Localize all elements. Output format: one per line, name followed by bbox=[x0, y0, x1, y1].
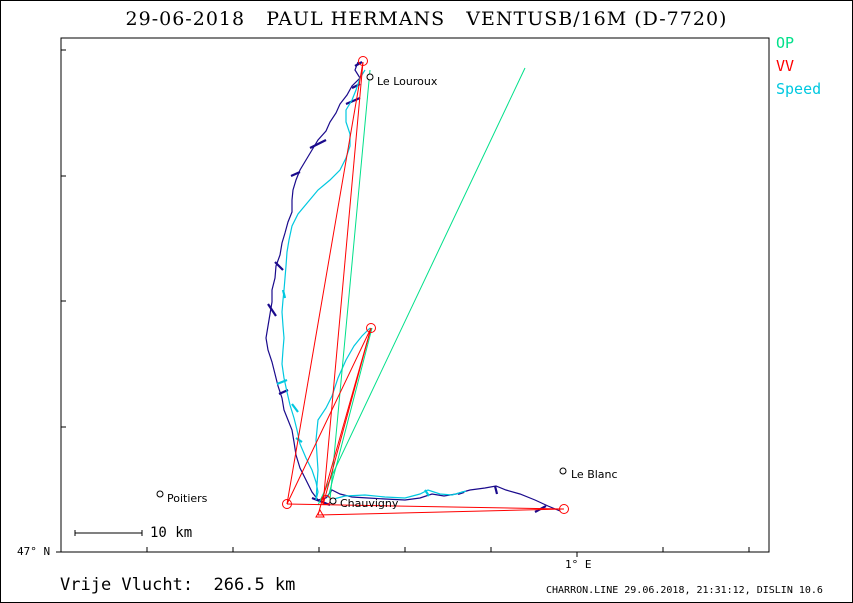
turnpoint-circle bbox=[559, 504, 569, 514]
place-le-blanc: Le Blanc bbox=[571, 468, 618, 481]
turnpoint-circle bbox=[366, 323, 376, 333]
scale-bar bbox=[74, 530, 143, 536]
lon-axis-label: 1° E bbox=[565, 558, 592, 571]
turnpoint-circle bbox=[358, 56, 368, 66]
credits-line: CHARRON.LINE 29.06.2018, 21:31:12, DISLI… bbox=[546, 585, 823, 596]
place-marker-icon bbox=[329, 497, 337, 505]
flight-title: 29-06-2018 PAUL HERMANS VENTUSB/16M (D-7… bbox=[125, 8, 728, 30]
free-flight-distance: Vrije Vlucht: 266.5 km bbox=[60, 575, 296, 595]
speed-track bbox=[281, 69, 366, 501]
place-poitiers: Poitiers bbox=[167, 492, 208, 505]
legend-op: OP bbox=[776, 34, 795, 52]
vv-legs bbox=[286, 61, 565, 516]
legend-speed: Speed bbox=[776, 80, 822, 98]
turnpoint-circle bbox=[282, 499, 292, 509]
speed-climb-segments bbox=[276, 289, 430, 497]
scale-label: 10 km bbox=[150, 525, 193, 541]
place-marker-icon bbox=[156, 490, 164, 498]
place-marker-icon bbox=[366, 73, 374, 81]
place-chauvigny: Chauvigny bbox=[340, 497, 399, 510]
place-markers bbox=[156, 73, 567, 505]
map-frame bbox=[60, 37, 770, 553]
flight-track bbox=[265, 61, 561, 512]
lat-axis-label: 47° N bbox=[17, 545, 51, 558]
lat-ticks bbox=[56, 49, 66, 553]
legend-vv: VV bbox=[776, 57, 795, 75]
track-climb-segments bbox=[267, 61, 547, 513]
lon-ticks bbox=[146, 547, 750, 557]
place-marker-icon bbox=[559, 467, 567, 475]
turnpoint-circles bbox=[282, 56, 569, 514]
place-le-louroux: Le Louroux bbox=[377, 75, 438, 88]
start-marker-icon bbox=[315, 508, 325, 518]
op-lines bbox=[317, 67, 526, 506]
